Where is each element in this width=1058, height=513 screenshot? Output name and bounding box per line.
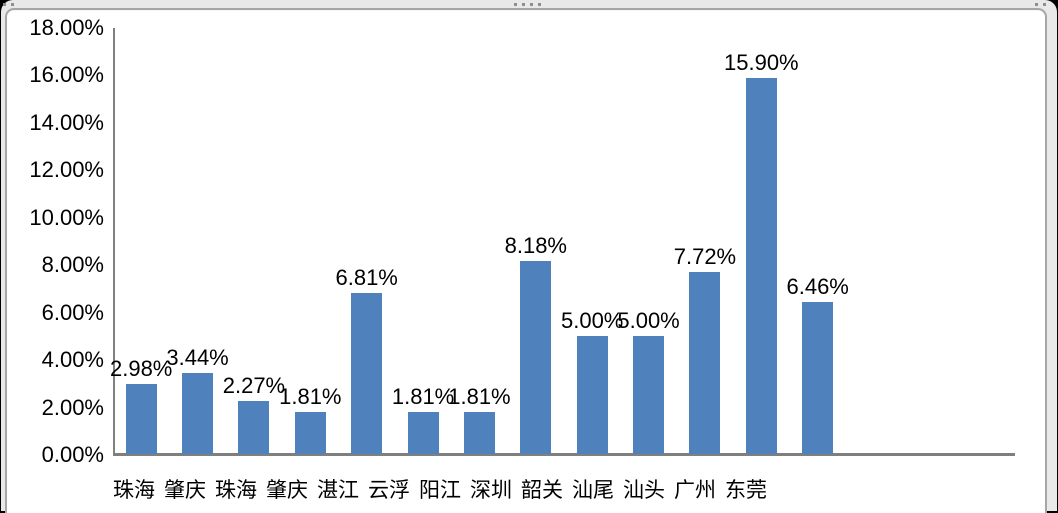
bar-data-label: 1.81% — [279, 384, 342, 410]
bar[interactable] — [407, 412, 439, 454]
y-axis-line — [113, 28, 115, 455]
bar-data-label: 8.18% — [504, 232, 568, 258]
x-axis-category-label: 东莞 — [725, 479, 767, 502]
x-axis-category-label: 湛江 — [317, 479, 359, 502]
resize-handle-icon[interactable] — [3, 3, 14, 6]
bar[interactable] — [463, 412, 495, 454]
y-axis-tick-label: 8.00% — [41, 252, 104, 278]
bar[interactable] — [351, 293, 383, 454]
bar-data-label: 5.00% — [617, 308, 680, 334]
y-axis-tick-label: 4.00% — [41, 347, 104, 373]
bar-data-label: 1.81% — [448, 384, 511, 410]
y-axis-tick-label: 6.00% — [41, 299, 104, 325]
x-axis-category-label: 珠海 — [215, 479, 257, 502]
bar-data-label: 1.81% — [391, 384, 455, 410]
x-axis-category-label: 广州 — [674, 479, 716, 502]
bar-data-label: 6.46% — [786, 273, 849, 299]
bar[interactable] — [689, 271, 721, 454]
y-axis-tick-label: 10.00% — [29, 204, 104, 230]
bar-data-label: 7.72% — [673, 243, 737, 269]
bar[interactable] — [802, 301, 834, 454]
bar-data-label: 3.44% — [166, 345, 229, 371]
x-axis-category-label: 深圳 — [470, 479, 512, 502]
bar[interactable] — [633, 336, 665, 454]
bar[interactable] — [125, 384, 157, 454]
bar[interactable] — [238, 401, 270, 454]
x-axis-category-label: 韶关 — [521, 479, 563, 502]
bar-data-label: 2.98% — [109, 356, 173, 382]
x-axis-category-labels[interactable]: 珠海 肇庆 珠海 肇庆 湛江 云浮 阳江 深圳 韶关 汕尾 汕头 广州 东莞 — [113, 474, 767, 504]
x-axis-category-label: 肇庆 — [266, 479, 308, 502]
x-axis-category-label: 阳江 — [419, 479, 461, 502]
y-axis-tick-label: 12.00% — [29, 157, 104, 183]
bar-data-label: 6.81% — [335, 265, 398, 291]
y-axis-tick-label: 0.00% — [41, 442, 104, 467]
x-axis-line — [113, 453, 1015, 456]
y-axis-tick-label: 16.00% — [29, 62, 104, 88]
x-axis-category-label: 珠海 — [113, 479, 155, 502]
bar-data-label: 2.27% — [222, 373, 286, 399]
bar[interactable] — [745, 77, 777, 454]
y-axis-tick-label: 18.00% — [29, 15, 104, 40]
x-axis-category-label: 汕尾 — [572, 479, 614, 502]
y-axis-tick-label: 14.00% — [29, 109, 104, 135]
x-axis-category-label: 肇庆 — [164, 479, 206, 502]
bar-data-label: 15.90% — [724, 49, 799, 75]
bar-data-label: 5.00% — [560, 308, 624, 334]
bar[interactable] — [294, 412, 326, 454]
x-axis-category-label: 汕头 — [623, 479, 665, 502]
resize-handle-icon[interactable] — [1035, 3, 1046, 6]
bar[interactable] — [576, 336, 608, 454]
bar[interactable] — [182, 373, 214, 454]
bar[interactable] — [520, 260, 552, 454]
resize-handle-icon[interactable] — [514, 3, 541, 6]
y-axis-tick-label: 2.00% — [41, 394, 104, 420]
x-axis-category-label: 云浮 — [368, 479, 410, 502]
